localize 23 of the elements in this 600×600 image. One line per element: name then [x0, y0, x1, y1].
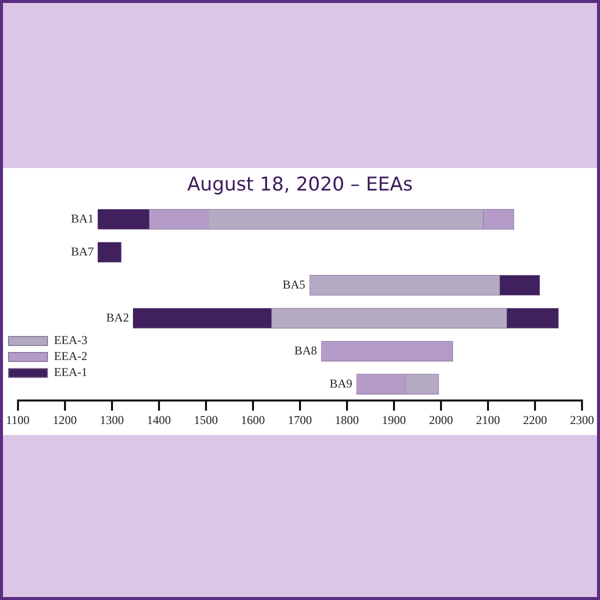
x-tick-label: 1400 — [146, 412, 171, 427]
chart-title: August 18, 2020 – EEAs — [187, 173, 413, 196]
x-tick-label: 1300 — [100, 412, 124, 427]
legend-label: EEA-2 — [54, 349, 88, 364]
x-tick-label: 1100 — [6, 412, 30, 427]
x-tick-label: 1500 — [194, 412, 218, 427]
x-tick-label: 2300 — [570, 412, 594, 427]
x-tick-label: 2200 — [522, 412, 547, 427]
x-tick-label: 2100 — [476, 412, 500, 427]
y-tick-label: BA2 — [106, 310, 129, 324]
x-tick-label: 1900 — [382, 412, 406, 427]
y-tick-label: BA1 — [71, 211, 94, 226]
legend-label: EEA-3 — [54, 333, 88, 348]
x-tick-label: 1200 — [52, 412, 77, 427]
x-tick-label: 2000 — [428, 412, 453, 427]
y-tick-label: BA8 — [294, 343, 318, 358]
x-tick-label: 1600 — [240, 412, 265, 427]
legend-label: EEA-1 — [54, 365, 88, 380]
y-tick-label: BA9 — [330, 376, 352, 390]
x-tick-label: 1800 — [334, 412, 359, 427]
y-tick-label: BA7 — [71, 244, 94, 258]
x-tick-label: 1700 — [288, 412, 312, 427]
y-tick-label: BA5 — [282, 277, 306, 292]
